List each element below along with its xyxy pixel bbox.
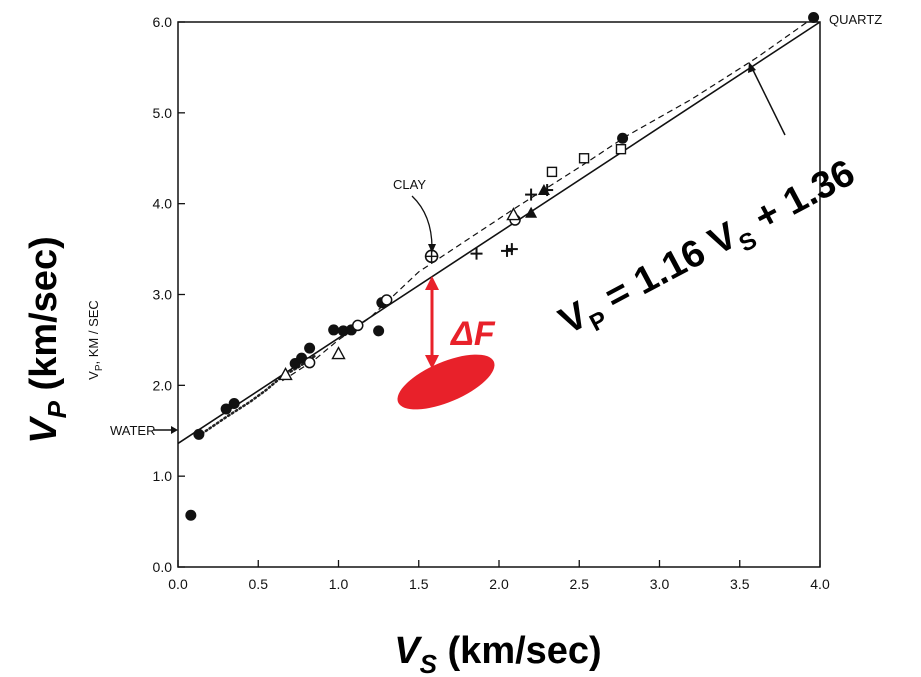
- filled-circle-point: [220, 403, 232, 415]
- open-circle-point: [352, 319, 364, 332]
- open-square-point: [578, 153, 590, 164]
- plus-point: [505, 243, 518, 256]
- water-arrow-head: [171, 426, 178, 434]
- y-tick-label: 0.0: [153, 559, 173, 575]
- delta-arrow-head-top: [425, 276, 439, 290]
- x-tick-label: 3.0: [650, 576, 670, 592]
- x-tick-label: 0.0: [168, 576, 188, 592]
- y-tick-label: 2.0: [153, 377, 173, 393]
- dashed-trend-curve: [281, 17, 814, 382]
- clay-point: [424, 249, 439, 264]
- open-triangle-point: [506, 207, 521, 221]
- y-tick-label: 5.0: [153, 105, 173, 121]
- x-tick-label: 2.0: [489, 576, 509, 592]
- filled-circle-point: [617, 132, 629, 144]
- x-axis-label: VS (km/sec): [394, 630, 601, 677]
- equation-arrow: [751, 67, 786, 136]
- axis-ticks: 0.0 0.5 1.0 1.5 2.0 2.5 3.0 3.5 4.0 0.0 1.0 2.0 3.0 4…: [153, 14, 830, 592]
- y-axis-label: VP (km/sec): [23, 236, 72, 443]
- clay-label: CLAY: [393, 177, 426, 192]
- clay-arrow-head: [428, 244, 436, 253]
- filled-circle-point: [337, 325, 349, 337]
- x-tick-label: 3.5: [730, 576, 750, 592]
- open-circle-point: [303, 356, 316, 369]
- filled-circle-point: [193, 428, 205, 440]
- filled-circle-point: [185, 509, 197, 521]
- y-tick-label: 3.0: [153, 287, 173, 303]
- quartz-label: QUARTZ: [829, 12, 882, 27]
- x-tick-label: 1.5: [409, 576, 429, 592]
- filled-circle-point: [808, 11, 820, 23]
- x-tick-label: 0.5: [249, 576, 269, 592]
- plus-point: [525, 188, 538, 201]
- filled-triangle-point: [525, 206, 538, 218]
- plus-point: [470, 247, 483, 260]
- clay-arrow: [411, 195, 433, 249]
- inner-y-axis-label: VP, KM / SEC: [86, 300, 105, 380]
- filled-circle-point: [373, 325, 385, 337]
- x-tick-label: 2.5: [570, 576, 590, 592]
- delta-region: [397, 354, 495, 410]
- y-tick-label: 1.0: [153, 468, 173, 484]
- x-tick-label: 4.0: [810, 576, 830, 592]
- delta-arrow-head-bottom: [425, 355, 439, 369]
- filled-circle-point: [228, 398, 240, 409]
- plot-frame: [177, 21, 821, 568]
- filled-circle-point: [328, 324, 340, 336]
- water-label: WATER: [110, 423, 156, 438]
- y-tick-label: 4.0: [153, 196, 173, 212]
- open-triangle-point: [278, 366, 293, 381]
- open-square-point: [546, 166, 558, 178]
- open-circle-point: [380, 294, 393, 306]
- open-square-point: [615, 143, 627, 155]
- y-tick-label: 6.0: [153, 14, 173, 30]
- plus-point: [541, 184, 554, 197]
- delta-f-label: ΔF: [449, 315, 496, 353]
- fit-equation: VP = 1.16 VS + 1.36: [553, 152, 865, 349]
- equation-arrow-head: [748, 62, 756, 73]
- filled-circle-point: [304, 342, 316, 354]
- x-tick-label: 1.0: [329, 576, 349, 592]
- data-points: [185, 11, 820, 521]
- open-triangle-point: [331, 346, 346, 360]
